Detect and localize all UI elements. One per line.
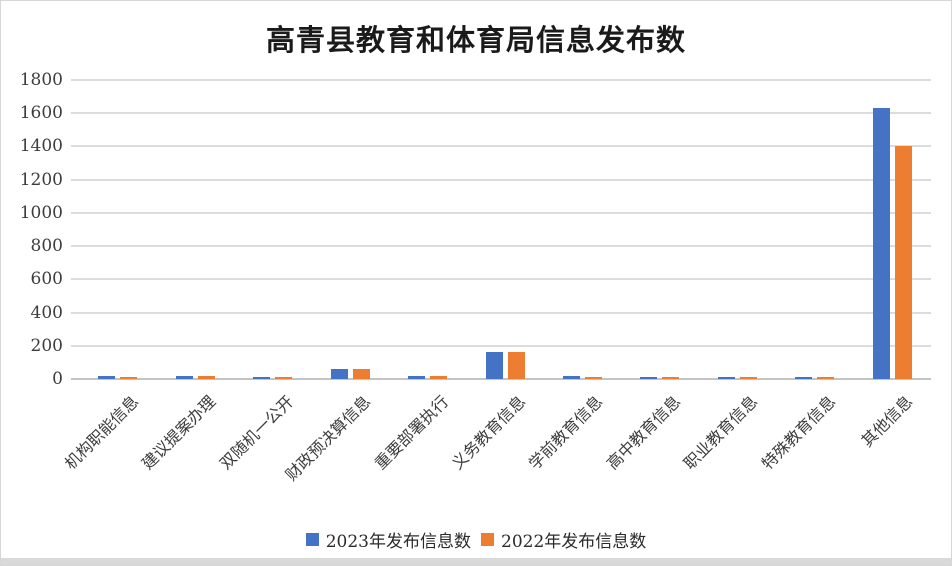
bar (562, 375, 580, 379)
bar (352, 369, 370, 379)
bar (275, 377, 293, 379)
legend-item-2023: 2023年发布信息数 (305, 527, 471, 552)
legend-label-2023: 2023年发布信息数 (325, 532, 471, 552)
gridline (71, 344, 931, 347)
legend-swatch-2022 (481, 533, 494, 546)
y-tick-label: 800 (30, 236, 63, 257)
x-tick-label: 义务教育信息 (447, 391, 530, 474)
bar (894, 146, 912, 379)
y-tick-label: 1200 (19, 169, 63, 190)
gridline (71, 178, 931, 181)
x-tick-label: 机构职能信息 (60, 391, 142, 474)
bar (507, 352, 525, 379)
y-tick-label: 400 (30, 302, 63, 323)
bar (197, 376, 215, 379)
gridline (71, 79, 931, 81)
legend-swatch-2023 (305, 533, 319, 546)
legend: 2023年发布信息数 2022年发布信息数 (1, 527, 951, 552)
x-axis-line (71, 378, 931, 380)
gridline (71, 112, 931, 115)
bar (120, 377, 138, 379)
chart-title: 高青县教育和体育局信息发布数 (265, 23, 686, 57)
y-tick-label: 600 (30, 269, 63, 290)
gridline (71, 278, 931, 281)
bar (795, 377, 813, 379)
gridline (71, 311, 931, 314)
bar (330, 369, 348, 379)
window-bottom-edge (1, 558, 951, 565)
gridline (71, 211, 931, 214)
bar (253, 377, 271, 379)
y-tick-label: 1800 (19, 70, 63, 90)
bar (408, 375, 426, 379)
y-tick-label: 0 (52, 369, 63, 389)
gridline (71, 145, 931, 148)
y-tick-label: 1600 (19, 103, 63, 124)
bar (662, 377, 680, 379)
bar (640, 377, 658, 379)
y-tick-label: 1000 (19, 202, 63, 223)
bar (739, 377, 757, 379)
y-tick-label: 1400 (19, 136, 63, 157)
legend-label-2022: 2022年发布信息数 (501, 532, 647, 552)
bar (817, 377, 835, 379)
bar (872, 108, 890, 379)
bar (175, 375, 193, 379)
bar (98, 375, 116, 379)
bar (717, 377, 735, 379)
bar (485, 352, 503, 379)
y-tick-label: 200 (30, 335, 63, 356)
bar (584, 377, 602, 379)
gridline (71, 245, 931, 248)
x-tick-label: 财政预决算信息 (281, 391, 375, 485)
legend-item-2022: 2022年发布信息数 (481, 527, 646, 552)
bar (430, 375, 448, 379)
